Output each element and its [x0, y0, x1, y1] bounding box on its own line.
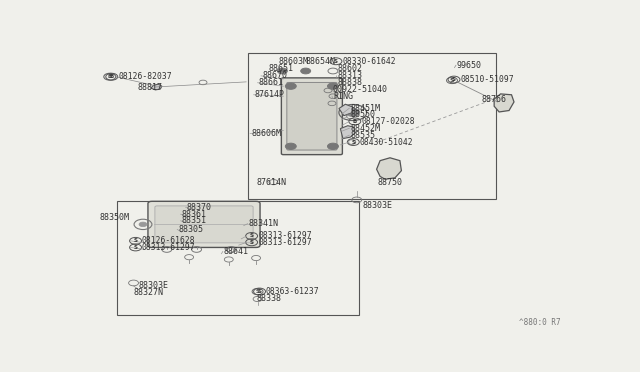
- Text: 88305: 88305: [178, 225, 204, 234]
- Text: 88341N: 88341N: [249, 219, 278, 228]
- Text: 88327N: 88327N: [134, 288, 164, 297]
- FancyBboxPatch shape: [155, 206, 253, 243]
- Text: S: S: [255, 289, 260, 294]
- Circle shape: [301, 68, 310, 74]
- Text: 88550: 88550: [350, 110, 375, 119]
- Text: S: S: [134, 238, 138, 243]
- Text: S: S: [257, 289, 262, 294]
- Text: 88817: 88817: [137, 83, 162, 92]
- Text: 88670: 88670: [262, 71, 287, 80]
- Circle shape: [285, 83, 296, 89]
- Text: 08126-61628: 08126-61628: [142, 236, 196, 246]
- Text: 88351: 88351: [182, 216, 207, 225]
- Circle shape: [285, 143, 296, 150]
- Text: 88750: 88750: [378, 178, 403, 187]
- Circle shape: [346, 109, 360, 116]
- Text: 08313-61297: 08313-61297: [258, 231, 312, 240]
- Text: 08330-61642: 08330-61642: [342, 57, 396, 66]
- FancyBboxPatch shape: [282, 78, 342, 155]
- Bar: [248, 53, 495, 199]
- Text: 87614N: 87614N: [256, 178, 286, 187]
- Text: 99650: 99650: [457, 61, 482, 70]
- Text: S: S: [250, 240, 253, 245]
- Text: B: B: [109, 74, 114, 79]
- Polygon shape: [340, 126, 355, 139]
- Text: B: B: [108, 74, 112, 79]
- FancyBboxPatch shape: [148, 201, 260, 247]
- Text: 08313-61297: 08313-61297: [142, 243, 196, 252]
- Text: 88606M: 88606M: [251, 129, 281, 138]
- Text: 88452M: 88452M: [350, 124, 380, 133]
- Circle shape: [139, 222, 147, 227]
- Text: S: S: [250, 234, 253, 238]
- Text: 87614P: 87614P: [255, 90, 285, 99]
- Text: 88361: 88361: [182, 210, 207, 219]
- Polygon shape: [494, 94, 514, 112]
- Text: 08127-02028: 08127-02028: [361, 117, 415, 126]
- Text: 88654N: 88654N: [306, 57, 336, 66]
- Text: 88838: 88838: [338, 78, 363, 87]
- Text: 88303E: 88303E: [363, 201, 393, 209]
- Text: 00922-51040: 00922-51040: [333, 86, 388, 94]
- Text: 88313: 88313: [338, 71, 363, 80]
- Polygon shape: [151, 84, 162, 90]
- Text: 08126-82037: 08126-82037: [118, 72, 172, 81]
- Text: S: S: [134, 245, 138, 250]
- Text: S: S: [351, 140, 355, 145]
- Text: 88602: 88602: [338, 64, 363, 74]
- Text: 88303E: 88303E: [138, 281, 168, 290]
- Text: S: S: [452, 77, 456, 82]
- Text: B: B: [353, 119, 357, 124]
- Text: 08430-51042: 08430-51042: [360, 138, 413, 147]
- Text: 88766: 88766: [482, 95, 507, 104]
- Text: S: S: [450, 78, 454, 83]
- Circle shape: [277, 68, 287, 74]
- Polygon shape: [376, 158, 401, 179]
- Text: ^880:0 R7: ^880:0 R7: [520, 318, 561, 327]
- Text: 88338: 88338: [257, 294, 282, 303]
- Circle shape: [328, 83, 339, 89]
- Text: 88370: 88370: [187, 203, 212, 212]
- Text: 88651: 88651: [269, 64, 294, 74]
- Text: 88451M: 88451M: [350, 104, 380, 113]
- Text: 88641: 88641: [224, 247, 249, 256]
- Text: S: S: [334, 59, 338, 64]
- Bar: [117, 201, 359, 315]
- Circle shape: [328, 143, 339, 150]
- Text: 88535: 88535: [350, 131, 375, 140]
- Text: 88350M: 88350M: [100, 214, 130, 222]
- Text: 88661: 88661: [259, 78, 284, 87]
- Text: RING: RING: [333, 92, 353, 101]
- FancyBboxPatch shape: [287, 83, 337, 150]
- Text: 08510-51097: 08510-51097: [460, 75, 514, 84]
- Text: 08313-61297: 08313-61297: [258, 238, 312, 247]
- Text: 08363-61237: 08363-61237: [266, 287, 319, 296]
- Polygon shape: [339, 104, 353, 116]
- Text: 88603M: 88603M: [278, 57, 308, 66]
